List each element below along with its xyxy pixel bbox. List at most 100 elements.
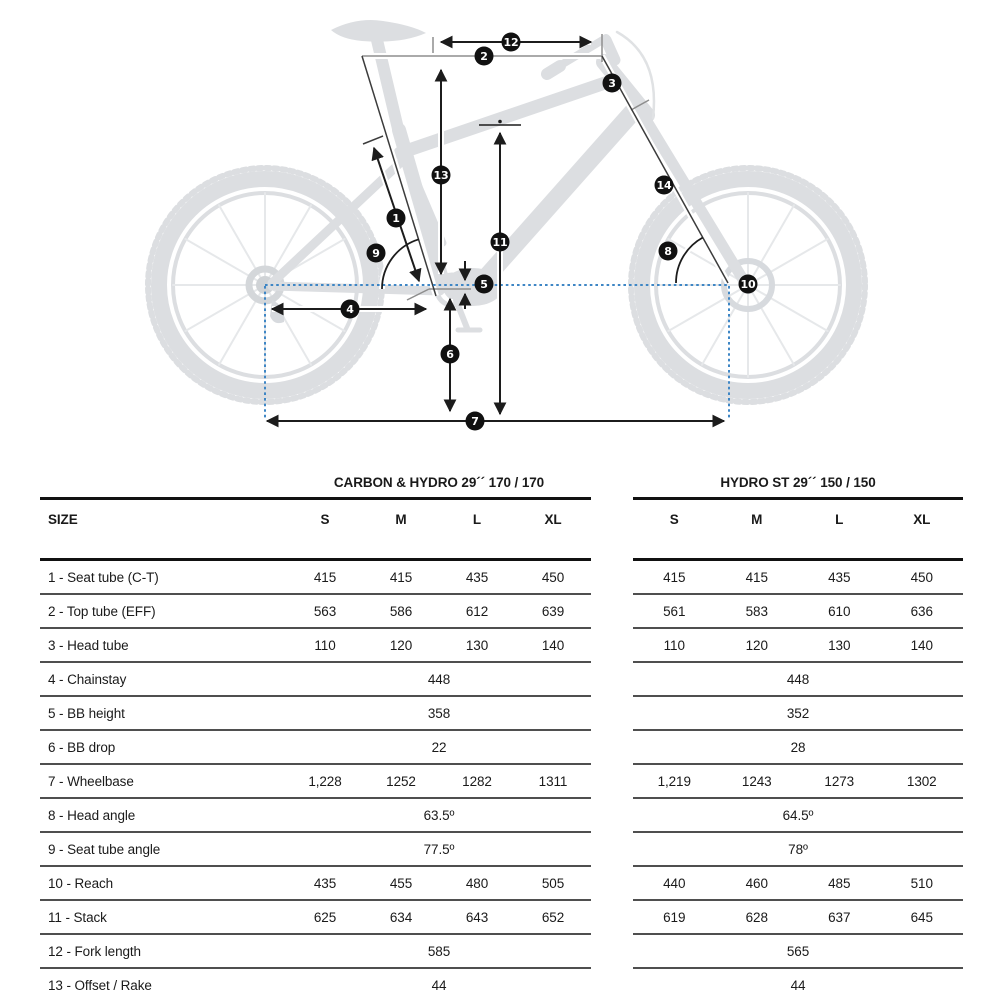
table-row: 11 - Stack 625 634 643 652 [40,901,591,935]
table-row: 619 628 637 645 [633,901,963,935]
svg-text:1: 1 [392,212,400,225]
cell: 1252 [386,773,416,789]
cell: 1282 [462,773,492,789]
svg-text:8: 8 [664,245,672,258]
cell: 619 [663,909,686,925]
cell: 637 [828,909,851,925]
crank [449,287,470,331]
badge-5: 5 [474,274,494,294]
table-row: 352 [633,697,963,731]
cell-merged: 565 [786,943,810,959]
group-header-left: CARBON & HYDRO 29´´ 170 / 170 [40,455,591,500]
group-header-left-label: CARBON & HYDRO 29´´ 170 / 170 [333,475,545,490]
cell-merged: 44 [431,977,447,993]
row-label: 9 - Seat tube angle [48,841,161,857]
svg-text:7: 7 [471,415,479,428]
svg-text:3: 3 [608,77,616,90]
svg-text:12: 12 [503,36,518,49]
row-label: 2 - Top tube (EFF) [48,603,156,619]
cell-merged: 44 [790,977,806,993]
table-row: 64.5º [633,799,963,833]
table-row: 13 - Offset / Rake 44 [40,969,591,1001]
svg-text:10: 10 [740,278,756,291]
cell: 1243 [741,773,772,789]
row-label: 3 - Head tube [48,637,129,653]
badge-12: 12 [501,32,521,52]
row-label: 7 - Wheelbase [48,773,134,789]
table-row: 7 - Wheelbase 1,228 1252 1282 1311 [40,765,591,799]
grip [541,60,566,80]
cell-merged: 448 [786,671,810,687]
cell: 636 [910,603,933,619]
badge-6: 6 [440,344,460,364]
cell: 415 [389,569,413,585]
arc-9-seat-angle [381,238,420,290]
size-col-m: M [395,511,407,527]
group-header-right: HYDRO ST 29´´ 150 / 150 [633,455,963,500]
badge-13: 13 [431,165,451,185]
cell: 455 [389,875,413,891]
chain-stay [267,281,445,296]
table-row: 440 460 485 510 [633,867,963,901]
cell-merged: 63.5º [423,807,455,823]
badges: 1 2 3 4 5 6 7 8 9 10 11 12 13 14 [340,32,758,431]
size-col-xl: XL [913,511,931,527]
cell: 440 [663,875,686,891]
table-row: 2 - Top tube (EFF) 563 586 612 639 [40,595,591,629]
saddle [331,20,426,42]
header-spacer [40,538,591,561]
table-row: 415 415 435 450 [633,561,963,595]
cell: 634 [389,909,413,925]
cell: 645 [910,909,933,925]
size-col-s: S [669,511,679,527]
row-label: 12 - Fork length [48,943,141,959]
disc-rotor [721,258,775,312]
row-label: 13 - Offset / Rake [48,977,152,993]
cell: 1302 [906,773,937,789]
cell: 130 [828,637,851,653]
svg-text:14: 14 [656,179,672,192]
cell: 652 [541,909,565,925]
cell: 450 [910,569,933,585]
badge-8: 8 [658,241,678,261]
size-col-l: L [472,511,482,527]
table-row: 8 - Head angle 63.5º [40,799,591,833]
cell: 1273 [824,773,855,789]
cell: 460 [745,875,768,891]
badge-2: 2 [474,46,494,66]
cell-merged: 78º [788,841,808,857]
svg-text:11: 11 [492,236,507,249]
size-col-l: L [835,511,844,527]
cell: 110 [663,637,685,653]
svg-text:6: 6 [446,348,454,361]
cell: 120 [389,637,413,653]
cell: 583 [745,603,768,619]
badge-4: 4 [340,299,360,319]
fork-tick [630,99,650,111]
table-row: 3 - Head tube 110 120 130 140 [40,629,591,663]
cell: 1,228 [308,773,342,789]
cell-merged: 352 [786,705,810,721]
table-row: 28 [633,731,963,765]
size-col-xl: XL [544,511,562,527]
cell: 435 [828,569,851,585]
cell: 505 [541,875,565,891]
cell: 415 [663,569,686,585]
cell-merged: 28 [790,739,806,755]
geometry-table-carbon-hydro: CARBON & HYDRO 29´´ 170 / 170 SIZE S M L… [40,455,591,1001]
cell: 110 [314,637,336,653]
cell: 610 [828,603,851,619]
cell: 140 [541,637,565,653]
cell-merged: 22 [431,739,447,755]
cell: 435 [465,569,489,585]
cell: 625 [313,909,337,925]
table-row: 4 - Chainstay 448 [40,663,591,697]
table-row: 565 [633,935,963,969]
badge-1: 1 [386,208,406,228]
svg-text:13: 13 [433,169,448,182]
cell: 612 [465,603,489,619]
cell: 140 [910,637,933,653]
svg-text:5: 5 [480,278,488,291]
cell-merged: 585 [427,943,451,959]
table-row: 12 - Fork length 585 [40,935,591,969]
